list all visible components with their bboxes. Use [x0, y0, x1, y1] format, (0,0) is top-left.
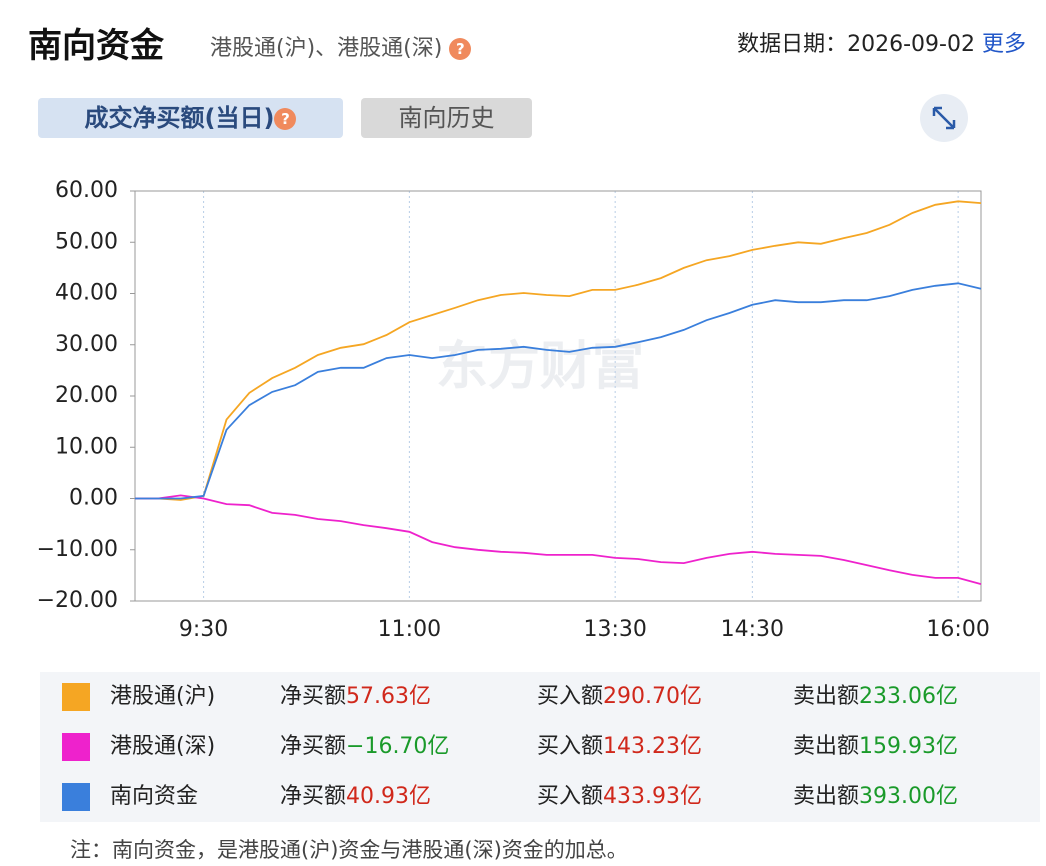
buy-cell: 买入额433.93亿 — [537, 772, 702, 822]
tab[interactable]: 南向历史 — [361, 98, 532, 138]
series-line — [135, 200, 982, 501]
x-tick-label: 13:30 — [583, 617, 646, 642]
y-tick-label: 0.00 — [69, 486, 118, 511]
sell-value: 233.06亿 — [859, 684, 958, 709]
y-tick-label: −10.00 — [37, 537, 118, 562]
x-tick-label: 16:00 — [926, 617, 989, 642]
more-link[interactable]: 更多 — [981, 32, 1026, 57]
net-label: 净买额 — [280, 734, 347, 759]
sell-value: 393.00亿 — [859, 784, 958, 809]
net-cell: 净买额−16.70亿 — [280, 722, 449, 772]
help-icon[interactable]: ? — [449, 38, 472, 60]
note: 注：南向资金，是港股通(沪)资金与港股通(深)资金的加总。 — [70, 838, 628, 862]
buy-label: 买入额 — [537, 684, 604, 709]
summary-row: 南向资金 净买额40.93亿 买入额433.93亿 卖出额393.00亿 — [40, 772, 1040, 822]
net-label: 净买额 — [280, 784, 347, 809]
net-label: 净买额 — [280, 684, 347, 709]
buy-value: 143.23亿 — [603, 734, 702, 759]
y-tick-label: 60.00 — [55, 178, 118, 203]
buy-cell: 买入额143.23亿 — [537, 722, 702, 772]
y-tick-label: 30.00 — [55, 332, 118, 357]
help-icon[interactable]: ? — [274, 108, 297, 130]
net-value: 40.93亿 — [346, 784, 431, 809]
sell-cell: 卖出额233.06亿 — [793, 672, 958, 722]
date-info: 数据日期：2026-09-02 更多 — [737, 26, 1026, 58]
y-tick-label: 20.00 — [55, 383, 118, 408]
buy-value: 433.93亿 — [603, 784, 702, 809]
sell-cell: 卖出额159.93亿 — [793, 722, 958, 772]
plot-frame — [134, 190, 982, 602]
buy-cell: 买入额290.70亿 — [537, 672, 702, 722]
sell-label: 卖出额 — [793, 784, 860, 809]
tab-active[interactable]: 成交净买额(当日)? — [38, 98, 343, 138]
buy-label: 买入额 — [537, 734, 604, 759]
expand-button[interactable] — [920, 94, 968, 142]
sell-cell: 卖出额393.00亿 — [793, 772, 958, 822]
watermark: 东方财富 — [436, 337, 644, 397]
net-value: −16.70亿 — [346, 734, 450, 759]
series-line — [135, 494, 982, 585]
chart: 东方财富 −20.00 −10.00 0.00 10.00 20.00 30.00 40.00… — [37, 178, 990, 642]
subtitle: 港股通(沪)、港股通(深) ? — [210, 30, 472, 62]
x-tick-label: 9:30 — [179, 617, 228, 642]
legend-swatch — [62, 783, 90, 811]
summary-row: 港股通(深) 净买额−16.70亿 买入额143.23亿 卖出额159.93亿 — [40, 722, 1040, 772]
date: 2026-09-02 — [847, 32, 975, 57]
y-tick-label: 40.00 — [55, 281, 118, 306]
x-tick-label: 11:00 — [378, 617, 441, 642]
legend-swatch — [62, 683, 90, 711]
net-cell: 净买额40.93亿 — [280, 772, 431, 822]
net-cell: 净买额57.63亿 — [280, 672, 431, 722]
title: 南向资金 — [28, 26, 164, 66]
tab-label: 成交净买额(当日) — [84, 104, 275, 132]
legend-label[interactable]: 港股通(深) — [110, 734, 216, 759]
subtitle-text: 港股通(沪)、港股通(深) — [210, 36, 443, 61]
x-tick-label: 14:30 — [721, 617, 784, 642]
y-tick-label: 10.00 — [55, 434, 118, 459]
net-value: 57.63亿 — [346, 684, 431, 709]
buy-value: 290.70亿 — [603, 684, 702, 709]
date-label: 数据日期： — [737, 32, 848, 57]
y-tick-label: −20.00 — [37, 588, 118, 613]
y-tick-label: 50.00 — [55, 229, 118, 254]
buy-label: 买入额 — [537, 784, 604, 809]
sell-value: 159.93亿 — [859, 734, 958, 759]
sell-label: 卖出额 — [793, 734, 860, 759]
sell-label: 卖出额 — [793, 684, 860, 709]
series-line — [135, 282, 982, 500]
legend-label[interactable]: 港股通(沪) — [110, 684, 216, 709]
legend-label[interactable]: 南向资金 — [110, 784, 199, 809]
legend-swatch — [62, 733, 90, 761]
summary-row: 港股通(沪) 净买额57.63亿 买入额290.70亿 卖出额233.06亿 — [40, 672, 1040, 722]
